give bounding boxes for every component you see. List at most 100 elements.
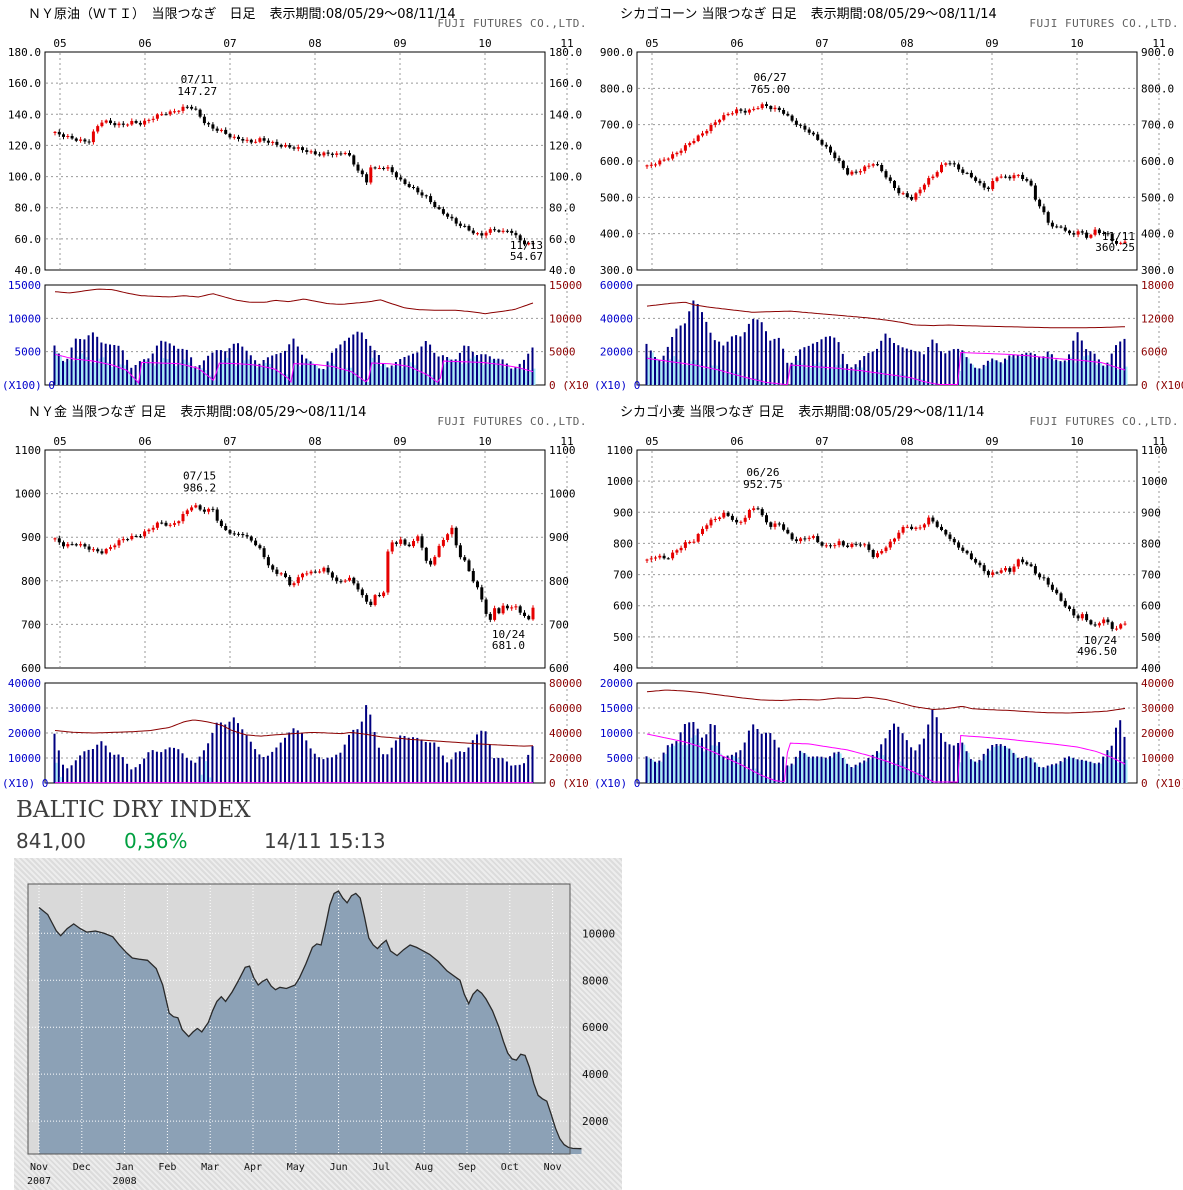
svg-text:30000: 30000 bbox=[8, 702, 41, 715]
svg-text:900: 900 bbox=[549, 531, 569, 544]
svg-text:1100: 1100 bbox=[607, 444, 634, 457]
chart-period: 表示期間:08/05/29～08/11/14 bbox=[180, 405, 367, 420]
svg-text:(X10) 0: (X10) 0 bbox=[594, 379, 640, 392]
price-plot: 05 06 07 08 09 10 11 400 400 500 500 600 600 700 700 80… bbox=[607, 435, 1168, 782]
svg-text:11: 11 bbox=[1152, 37, 1165, 50]
svg-text:10: 10 bbox=[478, 37, 491, 50]
svg-text:60.0: 60.0 bbox=[15, 233, 42, 246]
chart-title-row: ＮＹ原油（ＷＴＩ） 当限つなぎ 日足 表示期間:08/05/29～08/11/14 bbox=[28, 3, 456, 22]
svg-text:10000: 10000 bbox=[582, 927, 615, 940]
candles bbox=[645, 101, 1127, 246]
svg-text:20000: 20000 bbox=[8, 727, 41, 740]
svg-text:Mar: Mar bbox=[201, 1162, 219, 1173]
open-interest-line bbox=[646, 689, 1126, 714]
svg-text:360.25: 360.25 bbox=[1095, 241, 1135, 254]
svg-text:1100: 1100 bbox=[15, 444, 42, 457]
svg-text:1000: 1000 bbox=[549, 488, 576, 501]
chart-block-gold: ＮＹ金 当限つなぎ 日足 表示期間:08/05/29～08/11/14 FUJI … bbox=[0, 398, 591, 796]
chart-title-row: シカゴ小麦 当限つなぎ 日足 表示期間:08/05/29～08/11/14 bbox=[620, 401, 984, 420]
svg-text:10/24: 10/24 bbox=[1084, 634, 1117, 647]
svg-text:May: May bbox=[287, 1162, 305, 1173]
svg-text:11/13: 11/13 bbox=[510, 239, 543, 252]
chart-period: 表示期間:08/05/29～08/11/14 bbox=[269, 7, 456, 22]
svg-text:07: 07 bbox=[223, 435, 236, 448]
svg-text:06/27: 06/27 bbox=[754, 71, 787, 84]
svg-text:1100: 1100 bbox=[1141, 444, 1168, 457]
chart-title-row: ＮＹ金 当限つなぎ 日足 表示期間:08/05/29～08/11/14 bbox=[28, 401, 366, 420]
chart-title: シカゴコーン 当限つなぎ 日足 bbox=[620, 7, 797, 22]
svg-text:500: 500 bbox=[613, 631, 633, 644]
svg-text:40.0: 40.0 bbox=[15, 264, 42, 277]
svg-text:06: 06 bbox=[138, 37, 151, 50]
svg-text:Nov: Nov bbox=[544, 1162, 562, 1173]
svg-text:06: 06 bbox=[730, 37, 743, 50]
volume-bars bbox=[645, 300, 1128, 385]
svg-text:800: 800 bbox=[613, 537, 633, 550]
svg-text:496.50: 496.50 bbox=[1077, 645, 1117, 658]
price-plot: 05 06 07 08 09 10 11 40.0 40.0 60.0 60.0 80.0 80.0 10… bbox=[8, 37, 582, 384]
svg-text:160.0: 160.0 bbox=[549, 77, 582, 90]
svg-text:4000: 4000 bbox=[582, 1068, 609, 1081]
svg-text:700: 700 bbox=[613, 569, 633, 582]
svg-text:80.0: 80.0 bbox=[549, 202, 576, 215]
volume-bars bbox=[53, 705, 534, 783]
svg-text:500.0: 500.0 bbox=[1141, 191, 1174, 204]
svg-text:05: 05 bbox=[53, 37, 66, 50]
svg-text:600: 600 bbox=[613, 600, 633, 613]
open-interest-line bbox=[646, 301, 1126, 329]
svg-text:10000: 10000 bbox=[8, 312, 41, 325]
svg-text:400.0: 400.0 bbox=[1141, 228, 1174, 241]
svg-text:30000: 30000 bbox=[1141, 702, 1174, 715]
svg-text:700: 700 bbox=[549, 618, 569, 631]
svg-text:60000: 60000 bbox=[549, 702, 582, 715]
svg-text:07/11: 07/11 bbox=[181, 73, 214, 86]
wti-candlestick-chart: 05 06 07 08 09 10 11 40.0 40.0 60.0 60.0 80.0 80.0 10… bbox=[2, 37, 589, 392]
chart-title: ＮＹ原油（ＷＴＩ） 当限つなぎ 日足 bbox=[28, 7, 256, 22]
svg-text:952.75: 952.75 bbox=[743, 478, 783, 491]
svg-text:07: 07 bbox=[815, 37, 828, 50]
svg-text:40000: 40000 bbox=[549, 727, 582, 740]
svg-text:Jun: Jun bbox=[330, 1162, 348, 1173]
svg-text:06: 06 bbox=[138, 435, 151, 448]
svg-text:6000: 6000 bbox=[1141, 346, 1168, 359]
svg-text:140.0: 140.0 bbox=[549, 108, 582, 121]
svg-text:54.67: 54.67 bbox=[510, 250, 543, 263]
svg-text:Oct: Oct bbox=[501, 1162, 519, 1173]
svg-text:09: 09 bbox=[393, 37, 406, 50]
svg-text:0 (X10): 0 (X10) bbox=[1141, 777, 1183, 790]
svg-text:10/24: 10/24 bbox=[492, 628, 525, 641]
svg-text:700.0: 700.0 bbox=[1141, 119, 1174, 132]
open-interest-line bbox=[54, 719, 534, 747]
svg-text:20000: 20000 bbox=[1141, 727, 1174, 740]
svg-text:20000: 20000 bbox=[600, 346, 633, 359]
svg-text:1000: 1000 bbox=[607, 475, 634, 488]
volume-bars bbox=[645, 709, 1128, 783]
svg-text:11: 11 bbox=[1152, 435, 1165, 448]
svg-text:10000: 10000 bbox=[1141, 752, 1174, 765]
bdi-index-line bbox=[38, 890, 582, 1150]
svg-text:600: 600 bbox=[21, 662, 41, 675]
volume-plot: 5000 10000 15000 (X100) 0 5000 10000 15000 0 (X… bbox=[2, 279, 589, 392]
wheat-candlestick-chart: 05 06 07 08 09 10 11 400 400 500 500 600 600 700 700 80… bbox=[594, 435, 1183, 790]
svg-text:5000: 5000 bbox=[549, 346, 576, 359]
svg-text:40000: 40000 bbox=[1141, 677, 1174, 690]
volume-plot: 20000 40000 60000 (X10) 0 6000 12000 18000 0 (X… bbox=[594, 279, 1183, 392]
svg-text:600.0: 600.0 bbox=[1141, 155, 1174, 168]
price-plot: 05 06 07 08 09 10 11 300.0 300.0 400.0 400.0 500.0 5… bbox=[600, 37, 1174, 384]
svg-text:Nov: Nov bbox=[30, 1162, 48, 1173]
svg-text:400: 400 bbox=[1141, 662, 1161, 675]
svg-text:Feb: Feb bbox=[158, 1162, 176, 1173]
price-plot: 05 06 07 08 09 10 11 600 600 700 700 800 800 900 900 10… bbox=[15, 435, 576, 782]
position-line bbox=[54, 353, 534, 385]
svg-text:(X10) 0: (X10) 0 bbox=[594, 777, 640, 790]
svg-text:100.0: 100.0 bbox=[8, 171, 41, 184]
svg-text:800: 800 bbox=[549, 575, 569, 588]
bdi-title: BALTIC DRY INDEX bbox=[16, 797, 251, 823]
svg-text:140.0: 140.0 bbox=[8, 108, 41, 121]
position-line bbox=[646, 351, 1126, 386]
